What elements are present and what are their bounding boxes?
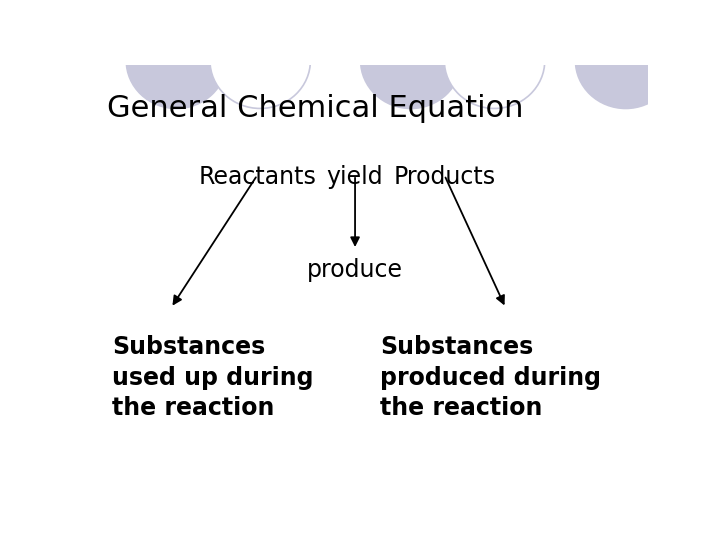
Ellipse shape — [444, 13, 545, 109]
Ellipse shape — [210, 13, 310, 109]
Text: Substances
produced during
the reaction: Substances produced during the reaction — [380, 335, 601, 420]
Text: yield: yield — [327, 165, 383, 188]
Text: Reactants: Reactants — [199, 165, 316, 188]
Text: Substances
used up during
the reaction: Substances used up during the reaction — [112, 335, 314, 420]
Text: Products: Products — [393, 165, 495, 188]
Text: produce: produce — [307, 258, 403, 282]
Ellipse shape — [575, 13, 676, 109]
Ellipse shape — [126, 13, 227, 109]
Text: General Chemical Equation: General Chemical Equation — [107, 94, 523, 123]
Ellipse shape — [361, 13, 461, 109]
